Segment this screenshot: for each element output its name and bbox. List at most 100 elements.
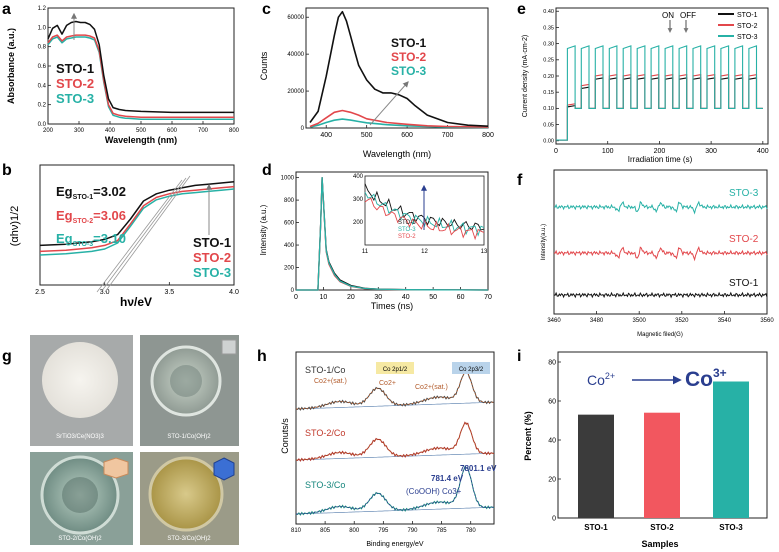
- d-ytick-label: 1000: [281, 176, 295, 182]
- label-f-sto3: STO-3: [729, 188, 759, 199]
- c-line-sto-2: [309, 109, 489, 128]
- f-line-sto-2: [553, 245, 768, 262]
- panel-label-b: b: [2, 162, 12, 179]
- y-axis-label-e: Current density (mA·cm-2): [522, 35, 529, 117]
- series-lines-e: [556, 45, 763, 141]
- bar-label-sto-2: STO-2: [650, 523, 674, 532]
- h-xtick-label: 810: [291, 528, 302, 534]
- label-f-sto1: STO-1: [729, 278, 759, 289]
- c-xtick-label: 700: [442, 132, 454, 139]
- a-xtick-label: 300: [74, 128, 85, 134]
- legend-c-sto1: STO-1: [391, 36, 426, 50]
- d-line-sto-3: [296, 177, 489, 291]
- y-axis-label-a: Absorbance (a.u.): [6, 28, 16, 104]
- legend-e-sto2: STO-2: [737, 23, 758, 30]
- e-line-sto-2: [556, 74, 763, 141]
- series-lines-f: [553, 200, 768, 299]
- panel-label-h: h: [257, 348, 267, 365]
- photo-sto3-co: STO-3/Co(OH)2: [140, 452, 239, 545]
- c-xtick-label: 800: [482, 132, 494, 139]
- legend-b-sto3: STO-3: [193, 265, 231, 280]
- x-ticks-f: 3460 3480 3500 3520 3540 3560: [547, 311, 774, 324]
- label-h-cooh: (CoOOH) Co3+: [406, 487, 462, 496]
- inset-legend-sto3: STO-3: [398, 227, 416, 233]
- e-ytick-label: 0.20: [543, 74, 554, 80]
- c-xtick-label: 500: [361, 132, 373, 139]
- x-axis-label-e: Irradiation time (s): [628, 155, 693, 164]
- inset-xtick-label: 11: [362, 249, 369, 255]
- h-xtick-label: 800: [349, 528, 360, 534]
- x-ticks-h: 810 805 800 795 790 785 780: [291, 521, 476, 534]
- h-xtick-label: 780: [466, 528, 477, 534]
- inset-legend-sto2: STO-2: [398, 234, 416, 240]
- e-xtick-label: 100: [602, 148, 614, 155]
- panel-label-f: f: [517, 172, 523, 189]
- b-xtick-label: 3.5: [164, 289, 174, 296]
- sample-disk-1: [42, 342, 118, 418]
- co2p12-label: Co 2p1/2: [383, 367, 408, 373]
- y-axis-label-b: (αhν)1/2: [9, 206, 21, 247]
- f-xtick-label: 3520: [675, 318, 689, 324]
- f-line-sto-3: [553, 200, 768, 215]
- x-axis-label-i: Samples: [641, 539, 678, 549]
- sample-disk-3: [40, 455, 120, 535]
- a-ytick-label: 0.2: [38, 103, 47, 109]
- label-h-peak1: 781.4 eV: [431, 474, 464, 483]
- a-ytick-label: 0.0: [38, 122, 47, 128]
- a-xtick-label: 800: [229, 128, 240, 134]
- series-lines-a: [47, 20, 234, 120]
- d-ytick-label: 600: [284, 221, 295, 227]
- bar-sto-2: [644, 412, 680, 518]
- label-h-co2sat-b: Co2+(sat.): [415, 384, 448, 391]
- e-ytick-label: 0.35: [543, 25, 554, 31]
- legend-a-sto3: STO-3: [56, 91, 94, 106]
- eg-label-sto1: EgSTO-1=3.02: [56, 184, 126, 201]
- a-line-sto-1: [47, 20, 234, 114]
- c-ytick-label: 0: [301, 126, 305, 132]
- x-ticks-b: 2.5 3.0 3.5 4.0: [35, 282, 239, 296]
- i-ytick-label: 60: [548, 398, 556, 405]
- legend-e-sto3: STO-3: [737, 34, 758, 41]
- h-xtick-label: 795: [378, 528, 389, 534]
- y-axis-label-h: Conuts/s: [280, 418, 290, 454]
- c-ytick-label: 60000: [287, 15, 304, 21]
- trend-arrow-c: [369, 81, 409, 126]
- y-ticks-c: 0 20000 40000 60000: [287, 15, 309, 132]
- d-ytick-label: 400: [284, 243, 295, 249]
- panel-label-e: e: [517, 1, 526, 18]
- e-line-sto-1: [556, 77, 763, 141]
- label-h-co2sat-a: Co2+(sat.): [314, 378, 347, 385]
- e-xtick-label: 400: [757, 148, 769, 155]
- e-ytick-label: 0.00: [543, 139, 554, 145]
- label-f-sto2: STO-2: [729, 234, 759, 245]
- inset-xtick-label: 13: [481, 249, 488, 255]
- e-xtick-label: 300: [705, 148, 717, 155]
- h-fit-sto3: [295, 466, 494, 515]
- d-xtick-label: 50: [429, 294, 437, 301]
- panel-f: f 3460 3480 3500 3520 3540 3560 Magnetic file…: [517, 169, 774, 338]
- a-xtick-label: 400: [105, 128, 116, 134]
- photo-sto2-co: STO-2/Co(OH)2: [30, 452, 133, 545]
- f-xtick-label: 3460: [547, 318, 561, 324]
- series-lines-d: [296, 176, 489, 291]
- i-ytick-label: 20: [548, 476, 556, 483]
- panel-label-a: a: [2, 1, 11, 18]
- y-ticks-e: 0.00 0.05 0.10 0.15 0.20 0.25 0.30 0.35 0.40: [543, 9, 559, 145]
- x-axis-label-a: Wavelength (nm): [105, 135, 177, 145]
- c-ytick-label: 40000: [287, 52, 304, 58]
- panel-label-i: i: [517, 348, 521, 365]
- e-ytick-label: 0.40: [543, 9, 554, 15]
- y-axis-label-f: Intensity(a.u.): [541, 224, 547, 260]
- a-ytick-label: 1.2: [38, 6, 47, 12]
- plot-frame-b: [39, 164, 235, 286]
- h-xtick-label: 805: [320, 528, 331, 534]
- f-xtick-label: 3500: [633, 318, 647, 324]
- e-xtick-label: 200: [654, 148, 666, 155]
- photo-sto1-co: STO-1/Co(OH)2: [140, 335, 239, 446]
- x-axis-label-c: Wavelength (nm): [363, 149, 431, 159]
- f-line-sto-1: [553, 291, 768, 299]
- bars-i: STO-1 STO-2 STO-3: [578, 381, 749, 532]
- c-xtick-label: 600: [401, 132, 413, 139]
- h-xtick-label: 785: [437, 528, 448, 534]
